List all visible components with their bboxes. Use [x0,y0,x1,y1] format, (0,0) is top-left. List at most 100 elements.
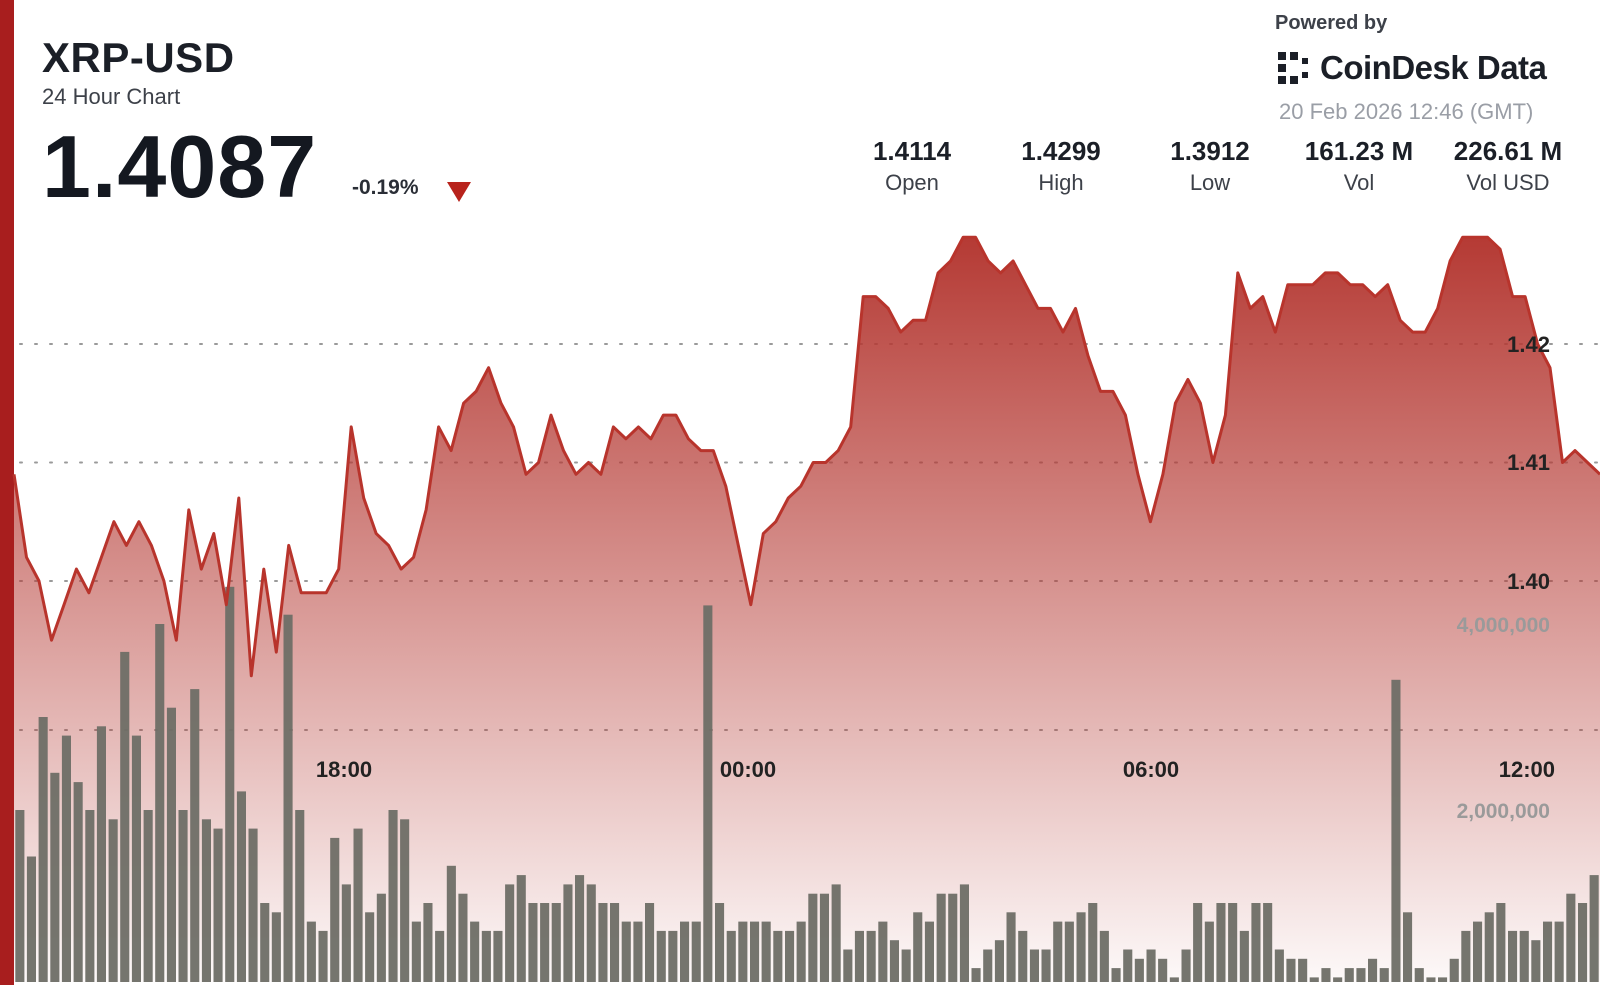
volume-bar [38,717,48,982]
time-tick-label: 06:00 [1123,757,1179,782]
volume-bar [248,828,258,982]
volume-bar [1239,930,1249,982]
volume-bar [1123,949,1133,982]
volume-bar [959,884,969,982]
volume-bar [435,930,445,982]
volume-bar [540,903,550,982]
volume-bar [703,605,713,982]
volume-bar [1169,977,1179,982]
volume-bar [1111,968,1121,982]
volume-bar [610,903,620,982]
volume-bar [26,856,36,982]
volume-bar [516,875,526,982]
stat-label: Vol USD [1466,170,1550,195]
volume-bar [1251,903,1261,982]
volume-bar [1076,912,1086,982]
volume-bar [1356,968,1366,982]
volume-bar [1554,921,1564,982]
chart-subtitle: 24 Hour Chart [42,84,181,109]
volume-bar [1578,903,1588,982]
stat-value: 1.3912 [1170,136,1250,166]
volume-bar [948,893,958,982]
volume-tick-label: 2,000,000 [1457,800,1550,823]
volume-bar [551,903,561,982]
volume-bar [785,930,795,982]
volume-bar [831,884,841,982]
volume-bar [1053,921,1063,982]
volume-bar [866,930,876,982]
volume-bar [108,819,118,982]
time-tick-label: 12:00 [1499,757,1555,782]
volume-bar [1018,930,1028,982]
stat-high: 1.4299 High [991,136,1131,198]
volume-bar [901,949,911,982]
time-tick-label: 00:00 [720,757,776,782]
volume-bar [15,810,25,982]
coindesk-logo-icon [1278,52,1308,84]
volume-bar [295,810,305,982]
axis-labels: 1.42 1.41 1.40 4,000,000 2,000,000 18:00 00:00… [316,332,1555,823]
volume-bar [1438,977,1448,982]
volume-bar [50,772,60,982]
volume-bar [1461,930,1471,982]
volume-bar [773,930,783,982]
volume-bar [983,949,993,982]
volume-bar [260,903,270,982]
volume-bar [1473,921,1483,982]
price-tick-label: 1.42 [1507,332,1550,357]
volume-bar [1309,977,1319,982]
stat-label: Low [1189,170,1231,195]
volume-bar [1403,912,1413,982]
volume-bar [1379,968,1389,982]
volume-bar [505,884,515,982]
volume-bar [1484,912,1494,982]
volume-bar [1041,949,1051,982]
volume-bar [726,930,736,982]
stat-value: 1.4299 [1021,136,1101,166]
volume-bar [1391,679,1401,982]
left-accent-bar [0,0,14,985]
volume-bar [1228,903,1238,982]
volume-bar [400,819,410,982]
volume-bar [691,921,701,982]
volume-bar [1589,875,1599,982]
volume-bar [1134,958,1144,982]
volume-bar [318,930,328,982]
volume-bar [656,930,666,982]
volume-bar [1158,958,1168,982]
volume-bar [668,930,678,982]
volume-bar [166,707,176,982]
stat-label: Open [885,170,939,195]
volume-bar [1519,930,1529,982]
volume-bar [994,940,1004,982]
volume-bar [225,586,235,982]
volume-bar [388,810,398,982]
volume-bar [1006,912,1016,982]
pair-title: XRP-USD [42,34,235,81]
volume-bar [1064,921,1074,982]
stat-vol: 161.23 M Vol [1289,136,1429,198]
volume-bar [1531,940,1541,982]
volume-bar [1181,949,1191,982]
volume-bar [1414,968,1424,982]
volume-bar [738,921,748,982]
volume-bar [341,884,351,982]
volume-bar [1204,921,1214,982]
volume-bar [1286,958,1296,982]
volume-bar [715,903,725,982]
volume-bar [190,689,200,982]
volume-bar [598,903,608,982]
volume-bar [1321,968,1331,982]
volume-bar [1496,903,1506,982]
volume-bar [843,949,853,982]
powered-by-label: Powered by [1275,12,1388,34]
volume-bar [365,912,375,982]
volume-bar [575,875,585,982]
volume-tick-label: 4,000,000 [1457,614,1550,637]
volume-bar [178,810,188,982]
volume-bar [423,903,433,982]
volume-bar [481,930,491,982]
volume-bar [1193,903,1203,982]
volume-bar [85,810,95,982]
volume-bar [889,940,899,982]
